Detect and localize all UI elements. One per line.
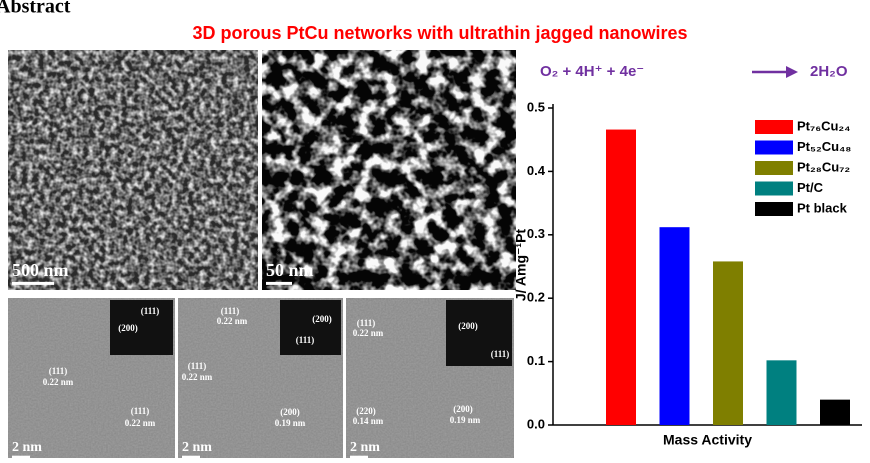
graphical-abstract: Abstract 3D porous PtCu networks with ul… xyxy=(0,0,870,458)
lattice-annotation: (200) xyxy=(453,404,473,414)
lattice-annotation: 0.22 nm xyxy=(353,328,384,338)
scale-label: 50 nm xyxy=(266,260,314,280)
legend-label: Pt black xyxy=(797,200,848,215)
x-axis-label: Mass Activity xyxy=(663,432,752,448)
scale-bar xyxy=(12,282,54,285)
lattice-annotation: (220) xyxy=(356,406,376,416)
legend-swatch xyxy=(755,182,793,196)
lattice-annotation: 0.19 nm xyxy=(275,418,306,428)
bar xyxy=(606,130,636,425)
y-tick-label: 0.4 xyxy=(527,163,546,178)
lattice-annotation: (111) xyxy=(357,318,376,328)
lattice-annotation: (111) xyxy=(221,306,240,316)
bar xyxy=(820,400,850,425)
y-axis-label: J/ Amg⁻¹Pt xyxy=(513,229,529,302)
lattice-annotation: (200) xyxy=(280,407,300,417)
bar xyxy=(767,360,797,425)
sem-image xyxy=(262,50,516,290)
y-tick-label: 0.5 xyxy=(527,99,545,114)
y-tick-label: 0.2 xyxy=(527,290,545,305)
scale-label: 2 nm xyxy=(350,440,380,455)
legend-label: Pt₂₈Cu₇₂ xyxy=(797,159,850,174)
lattice-annotation: (111) xyxy=(296,335,315,345)
lattice-annotation: (200) xyxy=(458,321,478,331)
lattice-annotation: (111) xyxy=(131,406,150,416)
legend-label: Pt₅₂Cu₄₈ xyxy=(797,139,851,154)
lattice-annotation: (111) xyxy=(49,366,68,376)
bar xyxy=(660,227,690,425)
title: 3D porous PtCu networks with ultrathin j… xyxy=(192,23,687,43)
lattice-annotation: (111) xyxy=(188,361,207,371)
lattice-annotation: 0.22 nm xyxy=(43,377,74,387)
legend-label: Pt₇₆Cu₂₄ xyxy=(797,118,850,133)
lattice-annotation: (200) xyxy=(118,323,138,333)
lattice-annotation: 0.22 nm xyxy=(217,316,248,326)
lattice-annotation: 0.14 nm xyxy=(353,416,384,426)
y-tick-label: 0.1 xyxy=(527,353,545,368)
lattice-annotation: 0.22 nm xyxy=(182,372,213,382)
lattice-annotation: 0.19 nm xyxy=(450,415,481,425)
tem-image xyxy=(8,298,175,458)
lattice-annotation: (200) xyxy=(312,314,332,324)
sem-image xyxy=(8,50,258,290)
legend-label: Pt/C xyxy=(797,180,824,195)
page: {"header": {"label": "Abstract"}, "title… xyxy=(0,0,870,458)
equation-right: 2H₂O xyxy=(810,63,848,80)
legend-swatch xyxy=(755,202,793,216)
header-label: Abstract xyxy=(0,0,71,18)
arrow-head xyxy=(786,66,798,78)
legend-swatch xyxy=(755,161,793,175)
scale-label: 2 nm xyxy=(12,440,42,455)
y-tick-label: 0.0 xyxy=(527,416,545,431)
equation-left: O₂ + 4H⁺ + 4e⁻ xyxy=(540,63,644,80)
legend-swatch xyxy=(755,141,793,155)
y-tick-label: 0.3 xyxy=(527,226,545,241)
lattice-annotation: 0.22 nm xyxy=(125,418,156,428)
legend-swatch xyxy=(755,120,793,134)
lattice-annotation: (111) xyxy=(491,349,510,359)
scale-label: 2 nm xyxy=(182,440,212,455)
scale-label: 500 nm xyxy=(12,260,69,280)
scale-bar xyxy=(266,282,292,285)
lattice-annotation: (111) xyxy=(141,306,160,316)
bar xyxy=(713,261,743,425)
